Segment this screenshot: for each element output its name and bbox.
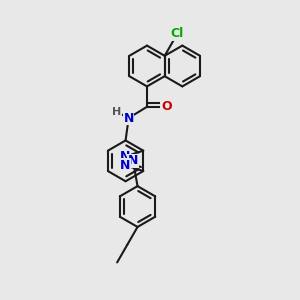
Text: N: N [120, 159, 130, 172]
Text: N: N [124, 112, 134, 124]
Text: H: H [112, 107, 121, 117]
Text: N: N [128, 154, 138, 167]
Text: Cl: Cl [170, 28, 184, 40]
Text: N: N [120, 150, 130, 163]
Text: O: O [161, 100, 172, 113]
